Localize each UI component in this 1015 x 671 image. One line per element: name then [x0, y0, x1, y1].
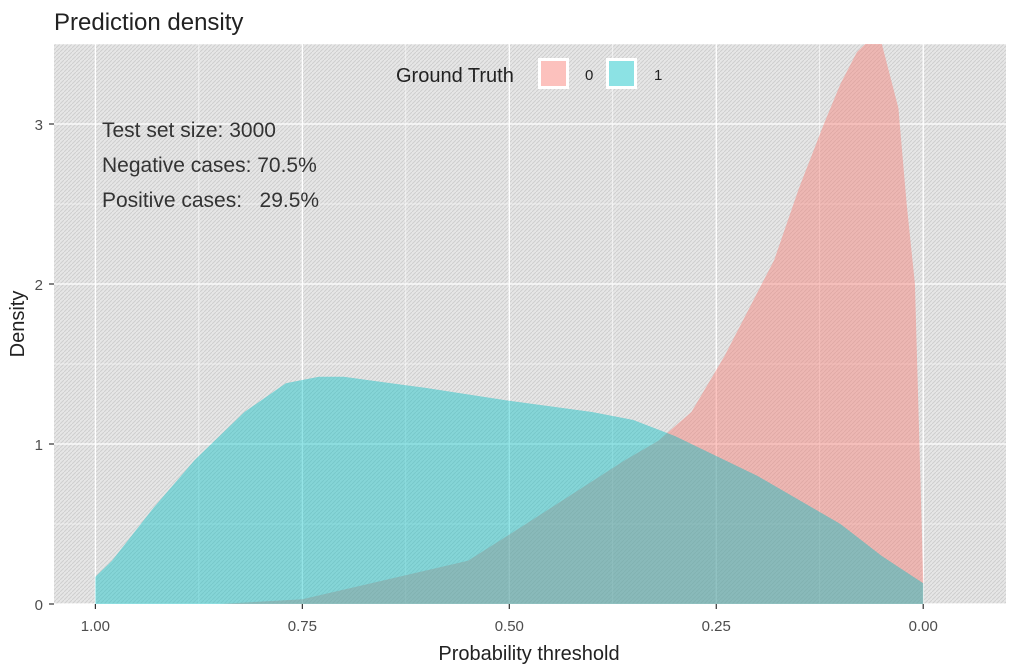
- axis-ticks: 1.00 0.75 0.50 0.25 0.00 0 1 2 3: [35, 117, 938, 635]
- legend-label-1: 1: [654, 67, 662, 84]
- y-axis-title: Density: [7, 291, 29, 358]
- annotation-positive-cases: Positive cases: 29.5%: [102, 189, 319, 212]
- chart-title: Prediction density: [54, 9, 243, 36]
- legend: Ground Truth 0 1: [396, 58, 662, 89]
- annotations: Test set size: 3000 Negative cases: 70.5…: [102, 119, 319, 212]
- y-tick-label: 1: [35, 437, 43, 454]
- grid-lines: [54, 43, 1006, 605]
- x-axis-title: Probability threshold: [438, 643, 619, 665]
- legend-key-0: [538, 58, 569, 89]
- density-areas: [95, 44, 924, 604]
- plot-panel: [54, 44, 1006, 604]
- x-tick-label: 0.25: [702, 618, 731, 635]
- x-tick-label: 0.00: [909, 618, 938, 635]
- x-tick-label: 0.75: [288, 618, 317, 635]
- legend-swatch-1: [609, 61, 634, 86]
- legend-key-1: [606, 58, 637, 89]
- y-tick-label: 2: [35, 277, 43, 294]
- x-tick-label: 1.00: [81, 618, 110, 635]
- x-tick-label: 0.50: [495, 618, 524, 635]
- y-tick-label: 0: [35, 597, 43, 614]
- y-tick-label: 3: [35, 117, 43, 134]
- density-area-0: [219, 44, 924, 604]
- legend-swatch-0: [541, 61, 566, 86]
- density-area-1: [95, 376, 924, 604]
- legend-label-0: 0: [585, 67, 593, 84]
- annotation-negative-cases: Negative cases: 70.5%: [102, 154, 317, 177]
- annotation-test-set-size: Test set size: 3000: [102, 119, 276, 142]
- legend-title: Ground Truth: [396, 65, 514, 87]
